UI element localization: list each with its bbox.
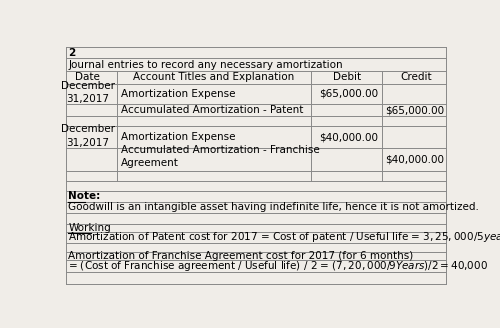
Text: Amortization of Franchise Agreement cost for 2017 (for 6 months): Amortization of Franchise Agreement cost… [68, 251, 414, 261]
Text: Amortization of Patent cost for 2017 = Cost of patent / Useful life = $3,25,000 : Amortization of Patent cost for 2017 = C… [68, 230, 500, 244]
Text: $65,000.00: $65,000.00 [385, 105, 444, 115]
Text: December
31,2017: December 31,2017 [60, 81, 114, 104]
Text: Accumulated Amortization - Franchise
Agreement: Accumulated Amortization - Franchise Agr… [120, 145, 320, 168]
Text: Debit: Debit [333, 72, 362, 82]
Text: 2: 2 [68, 48, 75, 58]
Text: Note:: Note: [68, 191, 100, 201]
Text: Working: Working [68, 223, 111, 233]
Text: $65,000.00: $65,000.00 [319, 89, 378, 99]
Text: Date: Date [75, 72, 100, 82]
Text: = (Cost of Franchise agreement / Useful life) / 2 = ($7,20,000 / 9 Years)/2 = $4: = (Cost of Franchise agreement / Useful … [68, 259, 488, 273]
Text: Amortization Expense: Amortization Expense [120, 132, 235, 142]
Text: Credit: Credit [400, 72, 432, 82]
Text: Goodwill is an intangible asset having indefinite life, hence it is not amortize: Goodwill is an intangible asset having i… [68, 202, 479, 212]
Text: Account Titles and Explanation: Account Titles and Explanation [133, 72, 294, 82]
Text: Accumulated Amortization - Patent: Accumulated Amortization - Patent [120, 105, 303, 115]
Text: Amortization Expense: Amortization Expense [120, 89, 235, 99]
Text: December
31,2017: December 31,2017 [60, 124, 114, 148]
Text: Journal entries to record any necessary amortization: Journal entries to record any necessary … [68, 60, 343, 70]
Text: $40,000.00: $40,000.00 [320, 132, 378, 142]
Text: $40,000.00: $40,000.00 [385, 154, 444, 164]
